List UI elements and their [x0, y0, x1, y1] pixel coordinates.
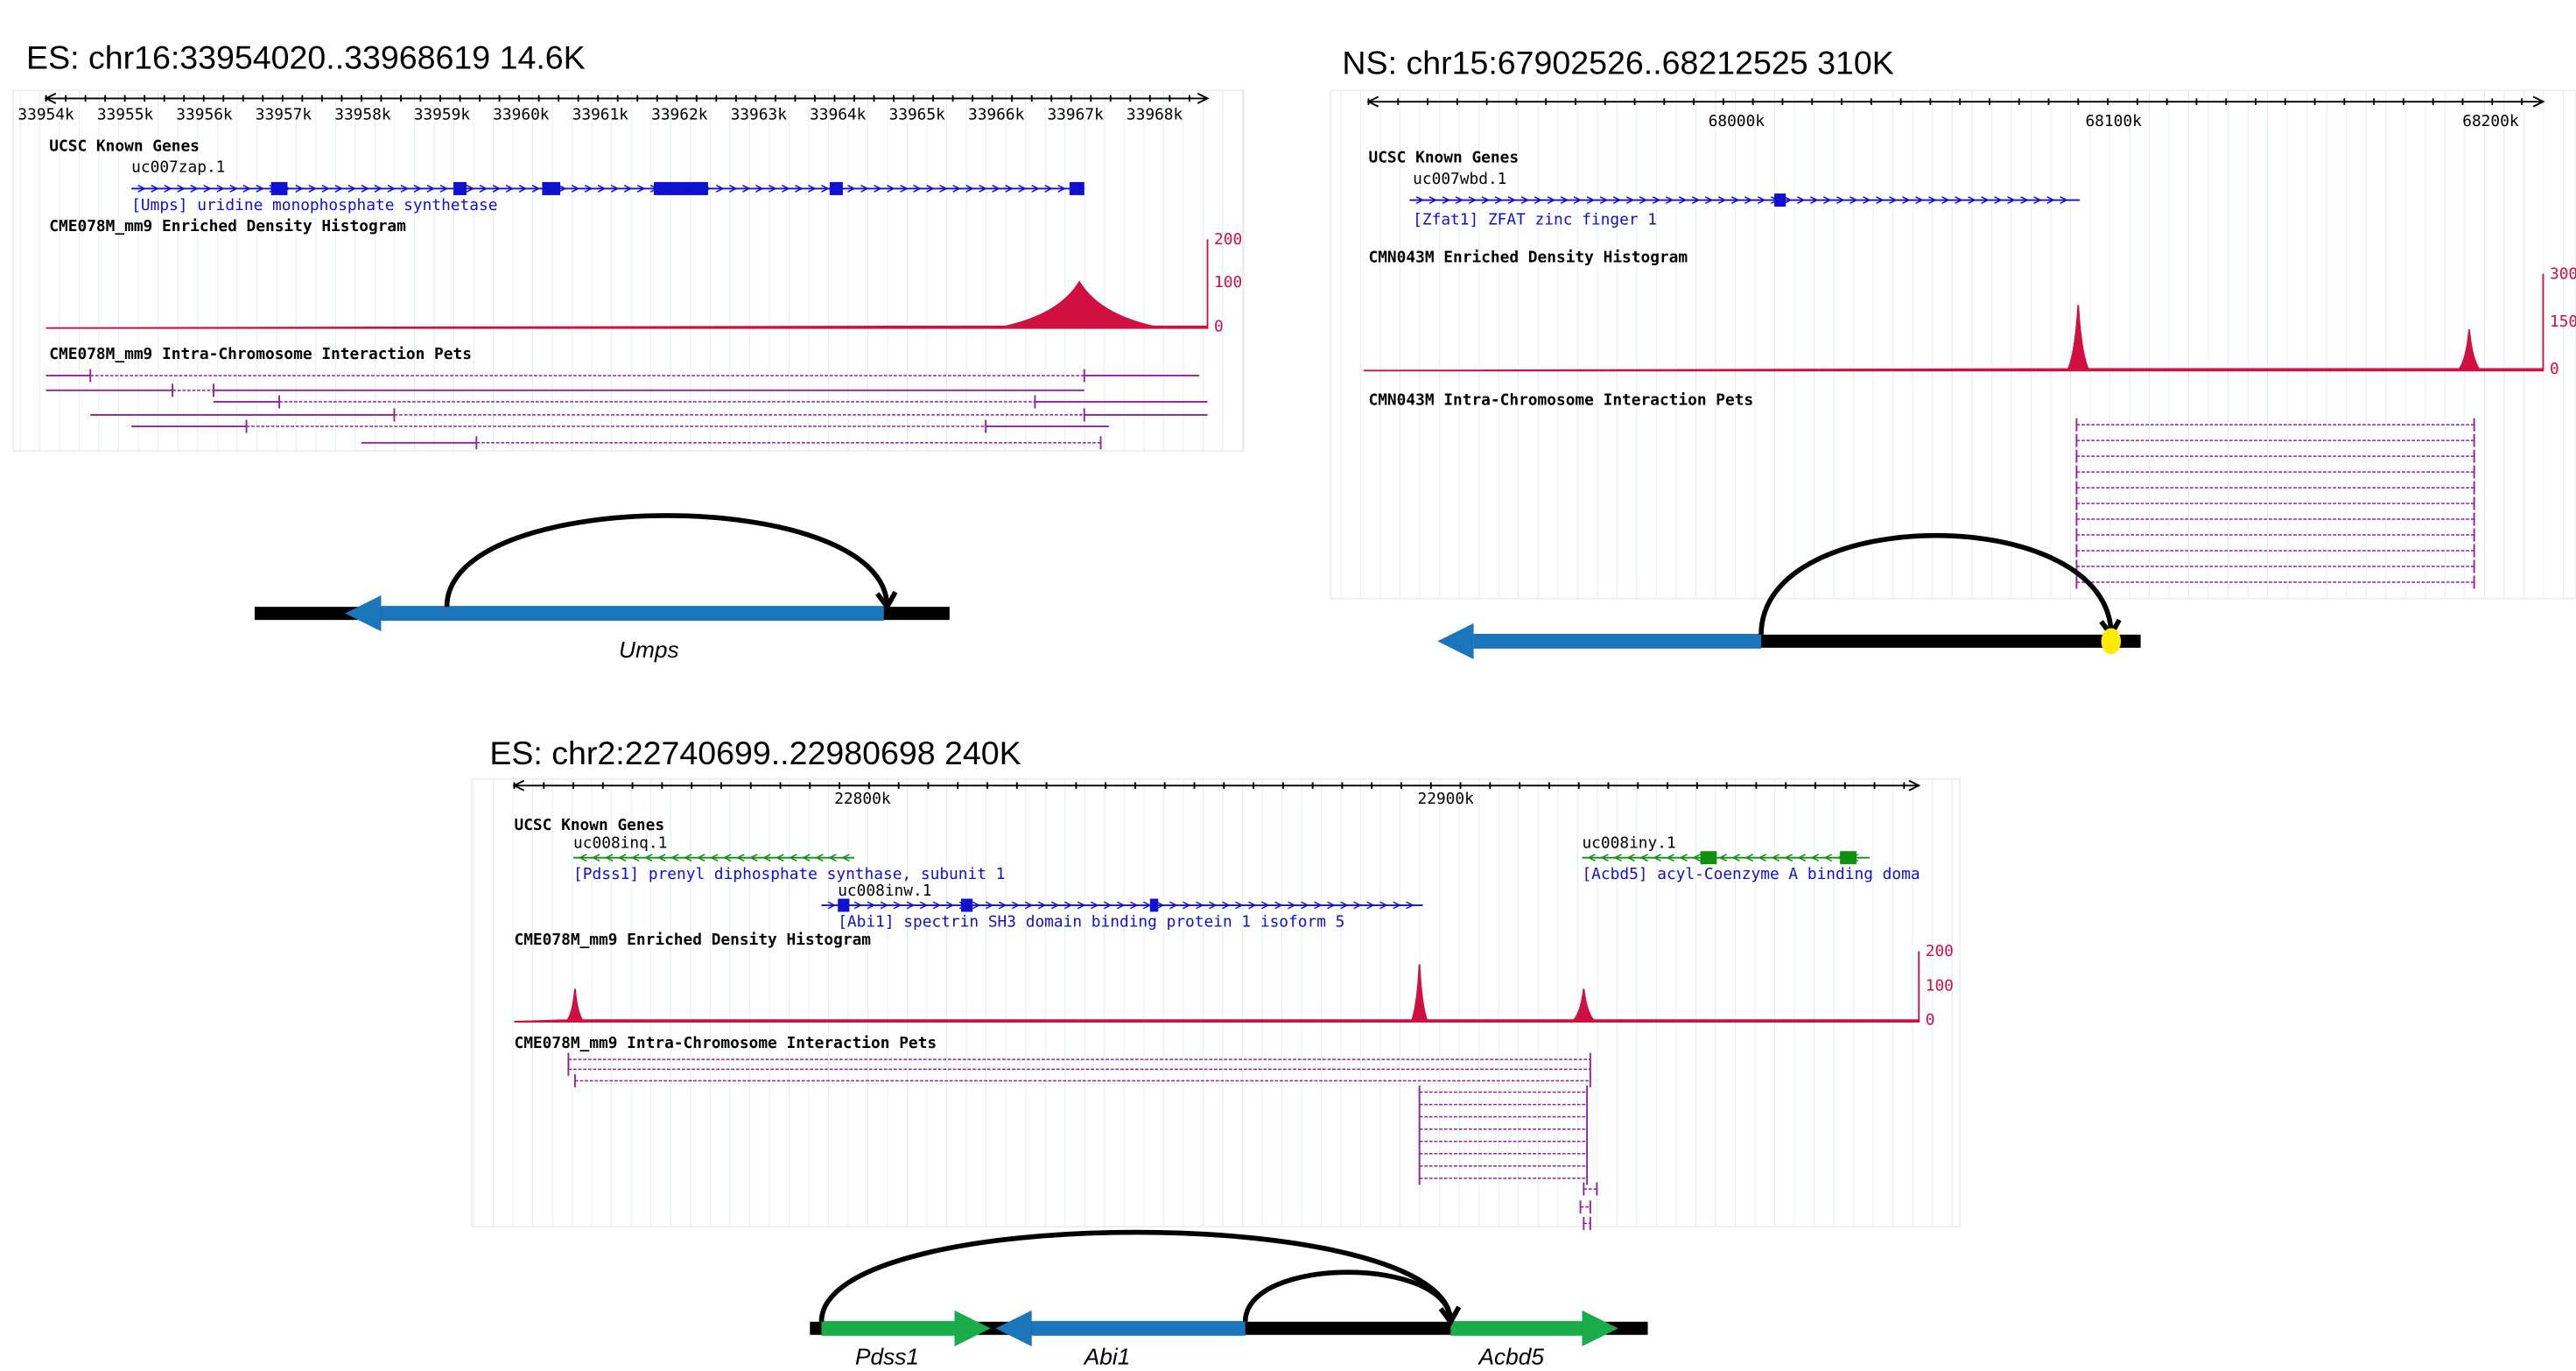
gene-desc: [Acbd5] acyl-Coenzyme A binding doma [1582, 865, 1920, 883]
ruler-label: 22900k [1418, 790, 1475, 808]
exon [1774, 193, 1786, 207]
exon [1700, 851, 1717, 865]
ruler-label: 33958k [334, 106, 391, 124]
arc-head [1438, 1305, 1462, 1326]
panel-title: ES: chr2:22740699..22980698 240K [489, 735, 1021, 771]
gene-id: uc008iny.1 [1582, 833, 1675, 852]
ruler-label: 33962k [651, 106, 708, 124]
gene-id: uc008inw.1 [838, 882, 931, 900]
gene-name: Abi1 [1083, 1344, 1131, 1370]
interaction-arc [1242, 1269, 1454, 1323]
track-label: CME078M_mm9 Intra-Chromosome Interaction… [514, 1034, 937, 1052]
gene-name: Umps [619, 636, 679, 663]
track-label: CME078M_mm9 Enriched Density Histogram [514, 931, 871, 949]
gene-desc: [Zfat1] ZFAT zinc finger 1 [1413, 211, 1657, 229]
ruler-label: 33961k [572, 106, 629, 124]
hist-axis-label: 0 [2550, 360, 2559, 378]
track-label: UCSC Known Genes [1368, 148, 1519, 166]
track-label: UCSC Known Genes [49, 137, 200, 155]
exon [829, 181, 843, 195]
ruler-label: 33968k [1127, 106, 1183, 124]
exon [1149, 898, 1159, 912]
hist-axis-label: 0 [1214, 317, 1224, 335]
gene-desc: [Abi1] spectrin SH3 domain binding prote… [838, 912, 1344, 931]
exon [1840, 851, 1857, 865]
ruler-label: 33954k [18, 106, 74, 124]
histogram [514, 964, 1920, 1023]
track-label: UCSC Known Genes [514, 816, 664, 834]
ruler-label: 68200k [2462, 112, 2519, 130]
panel-title: ES: chr16:33954020..33968619 14.6K [26, 39, 586, 76]
ruler-label: 68100k [2085, 112, 2142, 130]
exon [838, 898, 850, 912]
track-label: CMN043M Enriched Density Histogram [1368, 249, 1688, 267]
exon [1069, 181, 1084, 195]
ruler-label: 33956k [176, 106, 233, 124]
gene-arrowhead [1582, 1310, 1618, 1346]
arc-head [875, 590, 898, 612]
histogram [1363, 305, 2544, 372]
gene-strand [578, 854, 850, 862]
ruler-label: 33964k [810, 106, 867, 124]
ruler-label: 33960k [493, 106, 550, 124]
gene-desc: [Pdss1] prenyl diphosphate synthase, sub… [573, 865, 1005, 883]
hist-axis-label: 0 [1926, 1011, 1935, 1030]
exon [542, 181, 561, 195]
hist-axis-label: 200 [1214, 230, 1242, 249]
ruler-label: 33963k [731, 106, 788, 124]
track-label: CME078M_mm9 Enriched Density Histogram [49, 217, 406, 236]
gene-id: uc007zap.1 [131, 158, 225, 177]
interaction-arc [444, 513, 890, 608]
exon [654, 181, 708, 195]
interaction-arc [1758, 533, 2114, 635]
histogram [46, 280, 1209, 329]
track-label: CME078M_mm9 Intra-Chromosome Interaction… [49, 345, 472, 363]
ruler-label: 33957k [256, 106, 312, 124]
gene-arrowhead [345, 594, 382, 632]
ruler-label: 33965k [889, 106, 946, 124]
gene-name: Acbd5 [1478, 1344, 1545, 1370]
gene-desc: [Umps] uridine monophosphate synthetase [131, 196, 497, 214]
panel-title: NS: chr15:67902526..68212525 310K [1342, 44, 1893, 81]
gene-id: uc007wbd.1 [1413, 170, 1506, 188]
hist-axis-label: 100 [1214, 273, 1242, 292]
ruler-label: 33959k [414, 106, 471, 124]
ruler-label: 33955k [97, 106, 154, 124]
hist-axis-label: 200 [1926, 942, 1954, 960]
track-label: CMN043M Intra-Chromosome Interaction Pet… [1368, 391, 1753, 410]
gene-id: uc008inq.1 [573, 833, 667, 852]
ruler-label: 33967k [1047, 106, 1104, 124]
gene-arrowhead [1437, 622, 1474, 660]
hist-axis-label: 150 [2550, 313, 2576, 331]
interaction-arc [818, 1229, 1454, 1322]
gene-name: Pdss1 [855, 1344, 919, 1370]
browser-panel [470, 777, 1962, 1228]
exon [960, 898, 973, 912]
browser-panel [1330, 89, 2576, 600]
ruler-label: 22800k [834, 790, 891, 808]
gene-arrowhead [954, 1310, 991, 1346]
ruler-label: 68000k [1709, 112, 1765, 130]
anchor-dot [2101, 628, 2122, 655]
exon [270, 181, 288, 195]
ruler-label: 33966k [968, 106, 1025, 124]
hist-axis-label: 300 [2550, 264, 2576, 283]
exon [453, 181, 467, 195]
hist-axis-label: 100 [1926, 976, 1954, 995]
gene-arrowhead [995, 1310, 1032, 1346]
